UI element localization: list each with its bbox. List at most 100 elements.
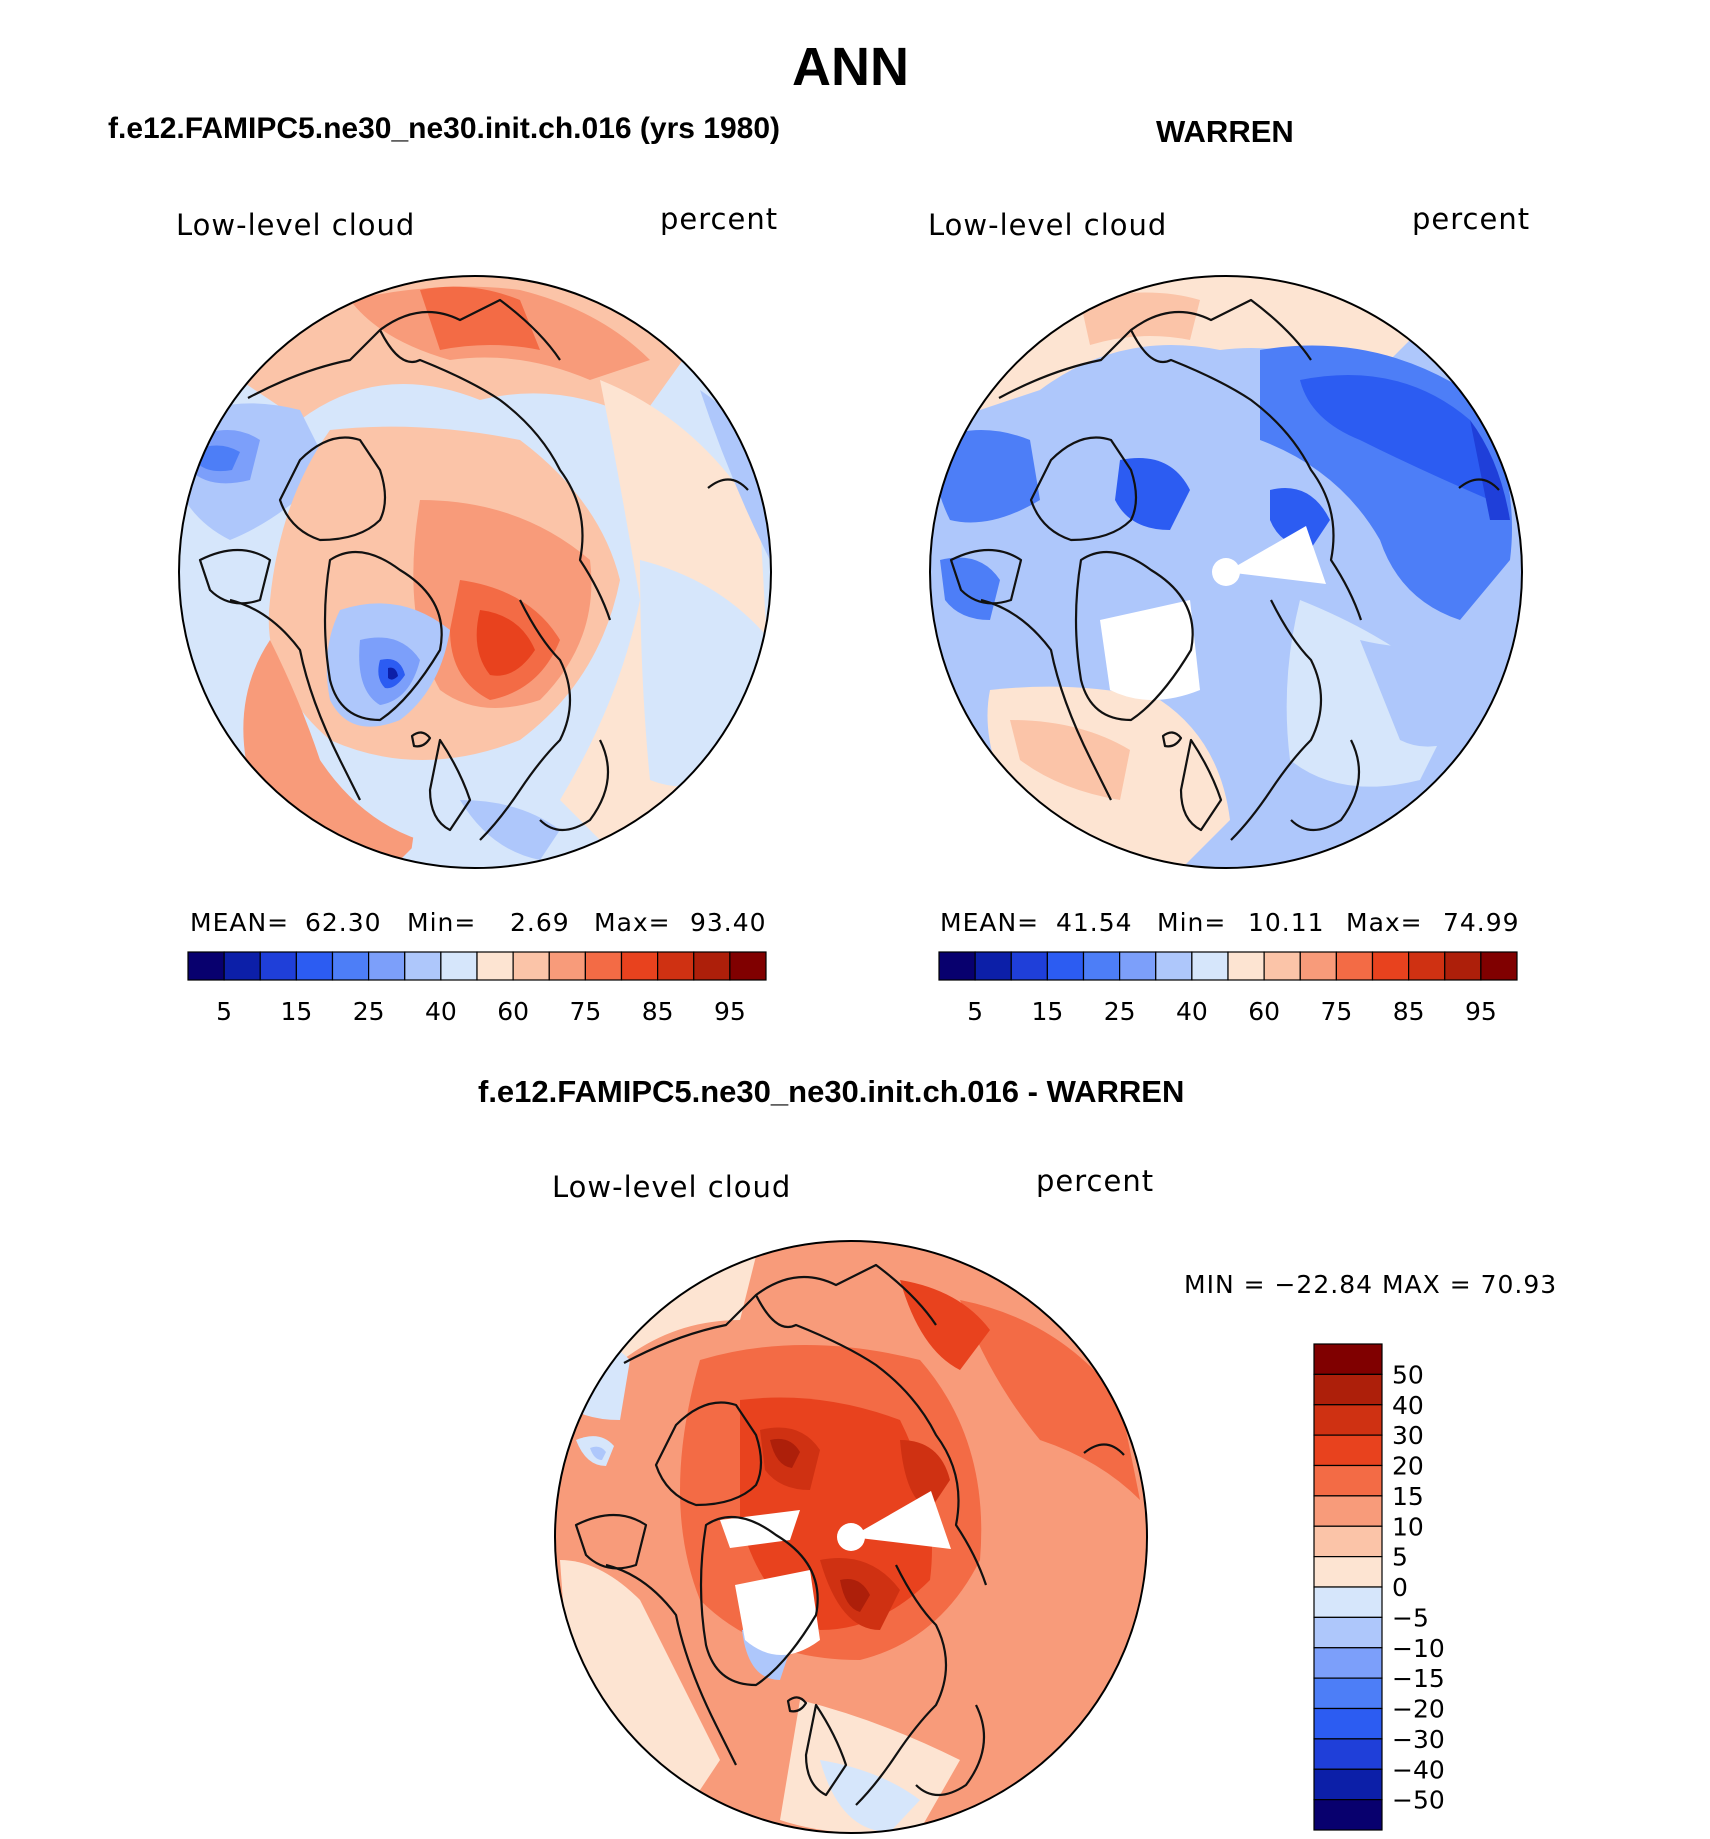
obs-colorbar-box-11 (1299, 951, 1337, 981)
model-max-value: 93.40 (690, 908, 767, 937)
diff-map (554, 1240, 1148, 1834)
diff-units-label: percent (1036, 1164, 1155, 1198)
obs-colorbar-tick-label: 5 (967, 997, 983, 1026)
obs-units-label: percent (1412, 202, 1531, 236)
model-min-value: 2.69 (510, 908, 570, 937)
diff-colorbar-tick-label: 15 (1392, 1482, 1424, 1511)
model-colorbar-box-16 (729, 951, 767, 981)
model-colorbar-tick-label: 85 (642, 997, 674, 1026)
diff-colorbar-tick-label: 50 (1392, 1360, 1424, 1389)
diff-map-border (554, 1240, 1148, 1834)
obs-map-border (929, 275, 1523, 869)
model-colorbar-box-4 (295, 951, 334, 981)
model-colorbar-tick-label: 40 (425, 997, 457, 1026)
diff-colorbar-tick-label: 10 (1392, 1512, 1424, 1541)
diff-colorbar-box-16 (1313, 1799, 1383, 1831)
model-colorbar-box-8 (440, 951, 478, 981)
model-colorbar-box-13 (620, 951, 659, 981)
model-colorbar-box-5 (331, 951, 370, 981)
diff-colorbar-box-9 (1313, 1586, 1383, 1618)
diff-colorbar-box-8 (1313, 1556, 1383, 1588)
diff-colorbar-box-4 (1313, 1434, 1383, 1467)
model-colorbar-tick-label: 60 (497, 997, 529, 1026)
obs-colorbar-box-15 (1444, 951, 1482, 981)
obs-colorbar-box-16 (1480, 951, 1518, 981)
diff-colorbar-tick-label: 30 (1392, 1421, 1424, 1450)
diff-colorbar-tick-label: 20 (1392, 1452, 1424, 1481)
diff-colorbar-tick-label: −10 (1392, 1634, 1445, 1663)
diff-colorbar-box-10 (1313, 1616, 1383, 1649)
diff-colorbar-tick-label: −40 (1392, 1755, 1445, 1784)
model-colorbar-box-15 (693, 951, 731, 981)
diff-colorbar-tick-label: −15 (1392, 1664, 1445, 1693)
obs-colorbar-box-9 (1227, 951, 1265, 981)
obs-colorbar-box-3 (1010, 951, 1048, 981)
obs-colorbar-box-13 (1371, 951, 1410, 981)
obs-max-value: 74.99 (1443, 908, 1520, 937)
diff-colorbar-tick-label: −5 (1392, 1603, 1429, 1632)
model-colorbar-box-11 (548, 951, 586, 981)
model-colorbar-box-7 (404, 951, 442, 981)
diff-colorbar-box-6 (1313, 1495, 1383, 1527)
diff-colorbar-tick-label: 0 (1392, 1573, 1408, 1602)
obs-mean-value: 41.54 (1056, 908, 1133, 937)
obs-min-label: Min= (1157, 908, 1227, 937)
obs-mean-label: MEAN= (940, 908, 1040, 937)
model-colorbar-box-1 (187, 951, 225, 981)
diff-colorbar-box-1 (1313, 1343, 1383, 1375)
obs-colorbar-box-7 (1155, 951, 1193, 981)
model-colorbar-box-9 (476, 951, 514, 981)
model-units-label: percent (660, 202, 779, 236)
obs-colorbar: 5 15 25 40 60 75 85 95 (938, 951, 1518, 1026)
diff-colorbar-tick-label: −50 (1392, 1786, 1445, 1815)
model-colorbar-box-12 (584, 951, 623, 981)
model-variable-label: Low-level cloud (176, 208, 416, 242)
obs-panel-title: WARREN (1156, 114, 1294, 149)
model-map (178, 275, 772, 869)
diff-colorbar-box-11 (1313, 1647, 1383, 1679)
obs-colorbar-tick-label: 75 (1320, 997, 1352, 1026)
diff-colorbar-tick-label: 5 (1392, 1543, 1408, 1572)
diff-colorbar-box-3 (1313, 1404, 1383, 1436)
obs-colorbar-box-2 (974, 951, 1012, 981)
model-map-border (178, 275, 772, 869)
diff-colorbar-box-12 (1313, 1677, 1383, 1710)
obs-colorbar-box-5 (1082, 951, 1121, 981)
obs-colorbar-box-14 (1408, 951, 1446, 981)
model-colorbar-tick-label: 5 (216, 997, 232, 1026)
diff-coastlines (574, 1263, 1125, 1806)
obs-map (929, 275, 1523, 869)
diff-colorbar-box-7 (1313, 1525, 1383, 1558)
model-colorbar-tick-label: 15 (280, 997, 312, 1026)
model-mean-value: 62.30 (305, 908, 382, 937)
model-colorbar-box-10 (512, 951, 550, 981)
model-min-label: Min= (407, 908, 477, 937)
diff-colorbar-tick-label: 40 (1392, 1391, 1424, 1420)
obs-colorbar-tick-label: 85 (1393, 997, 1425, 1026)
obs-colorbar-tick-label: 25 (1104, 997, 1136, 1026)
model-colorbar-box-3 (259, 951, 297, 981)
obs-colorbar-box-10 (1263, 951, 1301, 981)
obs-max-label: Max= (1346, 908, 1423, 937)
model-mean-label: MEAN= (190, 908, 290, 937)
obs-colorbar-box-1 (938, 951, 976, 981)
model-colorbar-box-2 (223, 951, 261, 981)
diff-minmax-label: MIN = −22.84 MAX = 70.93 (1184, 1270, 1558, 1299)
obs-colorbar-tick-label: 40 (1176, 997, 1208, 1026)
page-title: ANN (792, 37, 909, 97)
diff-colorbar-tick-label: −30 (1392, 1725, 1445, 1754)
diff-colorbar-box-15 (1313, 1768, 1383, 1801)
obs-colorbar-tick-label: 95 (1465, 997, 1497, 1026)
model-panel-title: f.e12.FAMIPC5.ne30_ne30.init.ch.016 (yrs… (108, 112, 780, 145)
diff-colorbar-box-2 (1313, 1373, 1383, 1406)
model-colorbar-box-14 (657, 951, 695, 981)
obs-min-value: 10.11 (1248, 908, 1325, 937)
obs-colorbar-tick-label: 60 (1248, 997, 1280, 1026)
model-colorbar-box-6 (368, 951, 406, 981)
obs-colorbar-box-8 (1191, 951, 1229, 981)
model-colorbar-tick-label: 95 (714, 997, 746, 1026)
model-colorbar: 5 15 25 40 60 75 85 95 (187, 951, 767, 1026)
diff-variable-label: Low-level cloud (552, 1170, 792, 1204)
obs-colorbar-box-12 (1335, 951, 1374, 981)
